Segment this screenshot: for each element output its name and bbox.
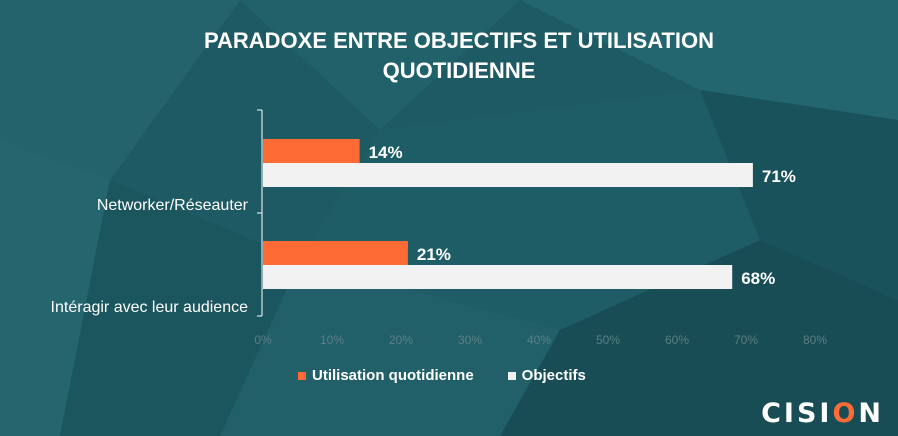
logo-text-suffix: N	[858, 398, 884, 429]
data-label-utilisation-1: 21%	[417, 245, 451, 264]
x-tick-label-5: 50%	[596, 333, 620, 347]
bar-objectifs-1	[263, 265, 733, 289]
legend-item-utilisation: Utilisation quotidienne	[298, 367, 474, 384]
legend: Utilisation quotidienne Objectifs	[298, 367, 620, 384]
logo-text-accent: O	[832, 398, 859, 429]
category-label-1: Intéragir avec leur audience	[51, 299, 249, 316]
legend-swatch-objectifs	[507, 371, 516, 380]
logo-text-prefix: CISI	[761, 398, 833, 429]
legend-swatch-utilisation	[298, 371, 306, 380]
title-line-2: QUOTIDIENNE	[382, 58, 536, 83]
bar-utilisation-1	[263, 241, 408, 265]
x-tick-label-6: 60%	[665, 333, 689, 347]
x-tick-label-8: 80%	[803, 333, 827, 347]
bar-utilisation-0	[263, 139, 360, 163]
x-tick-label-2: 20%	[389, 333, 413, 347]
x-tick-label-7: 70%	[734, 333, 758, 347]
title-line-1: PARADOXE ENTRE OBJECTIFS ET UTILISATION	[203, 28, 715, 53]
x-tick-label-0: 0%	[254, 333, 272, 347]
data-label-utilisation-0: 14%	[369, 143, 403, 162]
legend-label-utilisation: Utilisation quotidienne	[312, 367, 474, 384]
cision-logo: CISION	[761, 398, 884, 429]
legend-label-objectifs: Objectifs	[521, 367, 586, 384]
chart-title: PARADOXE ENTRE OBJECTIFS ET UTILISATION …	[0, 26, 898, 86]
category-label-0: Networker/Réseauter	[97, 197, 249, 214]
x-tick-label-4: 40%	[527, 333, 551, 347]
data-label-objectifs-1: 68%	[741, 269, 775, 288]
data-label-objectifs-0: 71%	[762, 167, 796, 186]
x-tick-label-1: 10%	[320, 333, 344, 347]
x-tick-label-3: 30%	[458, 333, 482, 347]
bar-objectifs-0	[263, 163, 753, 187]
legend-item-objectifs: Objectifs	[507, 367, 586, 384]
